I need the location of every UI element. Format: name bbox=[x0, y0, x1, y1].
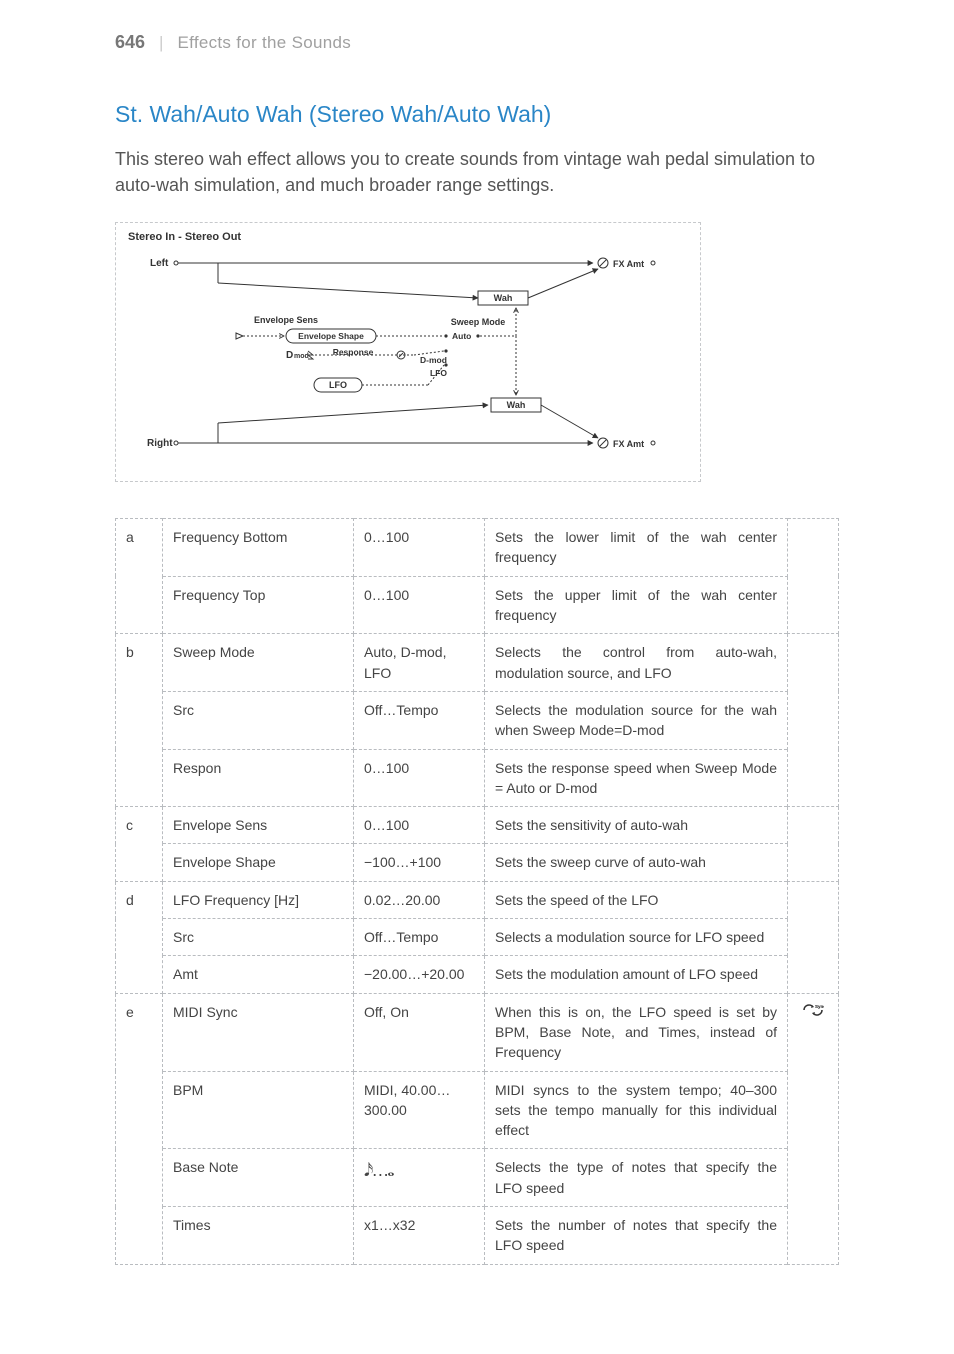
param-desc: Sets the response speed when Sweep Mode … bbox=[485, 749, 788, 807]
param-name: Src bbox=[163, 691, 354, 749]
table-row: dLFO Frequency [Hz]0.02…20.00Sets the sp… bbox=[116, 881, 839, 918]
group-cell: e bbox=[116, 993, 163, 1264]
table-row: Timesx1…x32Sets the number of notes that… bbox=[116, 1207, 839, 1265]
param-range: Auto, D-mod, LFO bbox=[354, 634, 485, 692]
group-cell: a bbox=[116, 519, 163, 634]
icon-cell bbox=[788, 634, 839, 807]
table-row: SrcOff…TempoSelects a modulation source … bbox=[116, 919, 839, 956]
intro-paragraph: This stereo wah effect allows you to cre… bbox=[115, 146, 839, 198]
param-range: Off…Tempo bbox=[354, 919, 485, 956]
param-name: LFO Frequency [Hz] bbox=[163, 881, 354, 918]
wah-top-label: Wah bbox=[494, 293, 513, 303]
d-source-suffix: mod bbox=[294, 353, 309, 360]
left-label: Left bbox=[150, 258, 169, 269]
param-desc: Sets the upper limit of the wah center f… bbox=[485, 576, 788, 634]
table-row: aFrequency Bottom0…100Sets the lower lim… bbox=[116, 519, 839, 577]
diagram-caption: Stereo In - Stereo Out bbox=[128, 231, 688, 243]
icon-cell bbox=[788, 881, 839, 993]
svg-text:Sync: Sync bbox=[815, 1004, 824, 1009]
param-name: BPM bbox=[163, 1071, 354, 1149]
parameter-table: aFrequency Bottom0…100Sets the lower lim… bbox=[115, 518, 839, 1264]
dmod-sel-label: D-mod bbox=[420, 355, 447, 365]
param-name: Envelope Sens bbox=[163, 807, 354, 844]
fx-amt-label-bottom: FX Amt bbox=[613, 439, 644, 449]
d-source-bold: D bbox=[286, 350, 293, 361]
icon-cell bbox=[788, 807, 839, 882]
param-desc: When this is on, the LFO speed is set by… bbox=[485, 993, 788, 1071]
param-range: MIDI, 40.00…300.00 bbox=[354, 1071, 485, 1149]
table-row: eMIDI SyncOff, OnWhen this is on, the LF… bbox=[116, 993, 839, 1071]
param-range: −20.00…+20.00 bbox=[354, 956, 485, 993]
param-desc: Sets the sensitivity of auto-wah bbox=[485, 807, 788, 844]
note-icon: 𝅘𝅥𝅯…𝅝 bbox=[364, 1160, 393, 1180]
param-range: Off…Tempo bbox=[354, 691, 485, 749]
param-desc: Selects the control from auto-wah, modul… bbox=[485, 634, 788, 692]
param-desc: Selects a modulation source for LFO spee… bbox=[485, 919, 788, 956]
param-name: Frequency Bottom bbox=[163, 519, 354, 577]
param-name: Base Note bbox=[163, 1149, 354, 1207]
param-range: 0…100 bbox=[354, 576, 485, 634]
param-range: 0…100 bbox=[354, 519, 485, 577]
param-range: −100…+100 bbox=[354, 844, 485, 881]
midi-sync-icon: Sync bbox=[802, 1004, 824, 1020]
param-desc: Sets the speed of the LFO bbox=[485, 881, 788, 918]
icon-cell bbox=[788, 519, 839, 634]
param-desc: Sets the lower limit of the wah center f… bbox=[485, 519, 788, 577]
sweep-mode-label: Sweep Mode bbox=[451, 317, 506, 327]
table-row: Frequency Top0…100Sets the upper limit o… bbox=[116, 576, 839, 634]
table-row: Envelope Shape−100…+100Sets the sweep cu… bbox=[116, 844, 839, 881]
param-name: Respon bbox=[163, 749, 354, 807]
lfo-sel-label: LFO bbox=[430, 368, 447, 378]
table-row: Base Note 𝅘𝅥𝅯…𝅝 Selects the type of notes … bbox=[116, 1149, 839, 1207]
param-desc: Sets the number of notes that specify th… bbox=[485, 1207, 788, 1265]
param-desc: Sets the sweep curve of auto-wah bbox=[485, 844, 788, 881]
group-cell: d bbox=[116, 881, 163, 993]
param-name: Sweep Mode bbox=[163, 634, 354, 692]
param-name: Envelope Shape bbox=[163, 844, 354, 881]
param-range: 0…100 bbox=[354, 807, 485, 844]
lfo-block-label: LFO bbox=[329, 380, 347, 390]
param-name: Amt bbox=[163, 956, 354, 993]
fx-amt-label-top: FX Amt bbox=[613, 259, 644, 269]
param-range: 0.02…20.00 bbox=[354, 881, 485, 918]
param-name: Frequency Top bbox=[163, 576, 354, 634]
param-range: 𝅘𝅥𝅯…𝅝 bbox=[354, 1149, 485, 1207]
header-divider: | bbox=[159, 33, 163, 53]
table-row: SrcOff…TempoSelects the modulation sourc… bbox=[116, 691, 839, 749]
param-desc: Selects the modulation source for the wa… bbox=[485, 691, 788, 749]
param-name: Src bbox=[163, 919, 354, 956]
param-range: 0…100 bbox=[354, 749, 485, 807]
envelope-sens-label: Envelope Sens bbox=[254, 315, 318, 325]
table-row: bSweep ModeAuto, D-mod, LFOSelects the c… bbox=[116, 634, 839, 692]
auto-label: Auto bbox=[452, 331, 471, 341]
param-desc: MIDI syncs to the system tempo; 40–300 s… bbox=[485, 1071, 788, 1149]
icon-cell: Sync bbox=[788, 993, 839, 1264]
param-name: Times bbox=[163, 1207, 354, 1265]
diagram-svg: Left FX Amt Wah Envelope Sens Envelope S bbox=[128, 243, 668, 458]
right-label: Right bbox=[147, 438, 173, 449]
wah-bottom-label: Wah bbox=[507, 400, 526, 410]
param-range: x1…x32 bbox=[354, 1207, 485, 1265]
param-range: Off, On bbox=[354, 993, 485, 1071]
table-row: Respon0…100Sets the response speed when … bbox=[116, 749, 839, 807]
group-cell: c bbox=[116, 807, 163, 882]
signal-flow-diagram: Stereo In - Stereo Out Left FX Amt bbox=[115, 222, 701, 482]
page-header: 646 | Effects for the Sounds bbox=[115, 32, 839, 53]
table-row: cEnvelope Sens0…100Sets the sensitivity … bbox=[116, 807, 839, 844]
param-name: MIDI Sync bbox=[163, 993, 354, 1071]
param-desc: Sets the modulation amount of LFO speed bbox=[485, 956, 788, 993]
table-row: Amt−20.00…+20.00Sets the modulation amou… bbox=[116, 956, 839, 993]
breadcrumb: Effects for the Sounds bbox=[177, 33, 351, 53]
group-cell: b bbox=[116, 634, 163, 807]
param-desc: Selects the type of notes that specify t… bbox=[485, 1149, 788, 1207]
page-number: 646 bbox=[115, 32, 145, 53]
envelope-shape-label: Envelope Shape bbox=[298, 331, 364, 341]
table-row: BPMMIDI, 40.00…300.00MIDI syncs to the s… bbox=[116, 1071, 839, 1149]
page-title: St. Wah/Auto Wah (Stereo Wah/Auto Wah) bbox=[115, 101, 839, 128]
